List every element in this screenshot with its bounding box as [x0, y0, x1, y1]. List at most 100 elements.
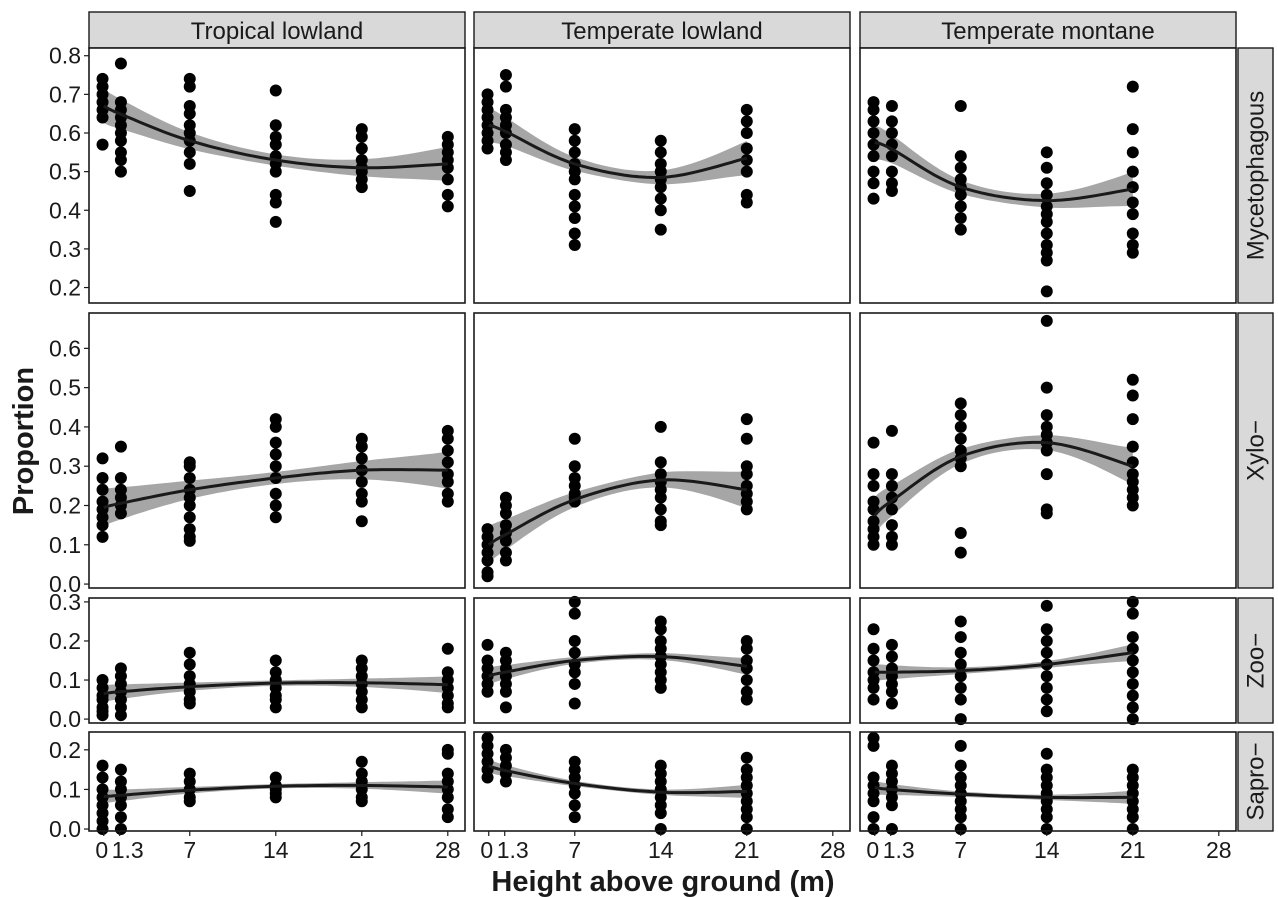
- data-point: [481, 685, 494, 698]
- data-point: [1040, 599, 1053, 612]
- y-tick-label: 0.2: [49, 275, 81, 301]
- data-point: [568, 227, 581, 240]
- data-point: [481, 771, 494, 784]
- panel-zoo-temperate-montane: [859, 595, 1237, 726]
- strip-box: [859, 11, 1237, 49]
- data-point: [654, 181, 667, 194]
- confidence-ribbon: [488, 471, 747, 564]
- data-point: [1126, 373, 1139, 386]
- data-point: [654, 623, 667, 636]
- x-tick-label: 0: [480, 837, 493, 863]
- data-point: [1040, 161, 1053, 174]
- x-axis-tropical-lowland: 0 1.3 7 14 21 28: [95, 831, 461, 863]
- data-point: [1126, 181, 1139, 194]
- point-group: [867, 80, 1139, 298]
- data-point: [441, 188, 454, 201]
- data-point: [1126, 823, 1139, 836]
- data-point: [355, 181, 368, 194]
- data-point: [183, 646, 196, 659]
- data-point: [481, 554, 494, 567]
- data-point: [885, 468, 898, 481]
- data-point: [355, 755, 368, 768]
- data-point: [568, 173, 581, 186]
- data-point: [1126, 607, 1139, 620]
- data-point: [568, 134, 581, 147]
- data-point: [954, 397, 967, 410]
- data-point: [1040, 188, 1053, 201]
- data-point: [885, 823, 898, 836]
- facet-panels: [88, 47, 1237, 836]
- point-group: [867, 731, 1139, 836]
- y-tick-label: 0.5: [49, 159, 81, 185]
- data-point: [441, 200, 454, 213]
- data-point: [114, 763, 127, 776]
- data-point: [568, 677, 581, 690]
- data-point: [1040, 409, 1053, 422]
- data-point: [867, 642, 880, 655]
- data-point: [654, 519, 667, 532]
- panel-border: [859, 312, 1237, 589]
- data-point: [1126, 146, 1139, 159]
- data-point: [654, 192, 667, 205]
- data-point: [954, 681, 967, 694]
- data-point: [885, 491, 898, 504]
- data-point: [954, 658, 967, 671]
- data-point: [355, 142, 368, 155]
- y-tick-label: 0.2: [49, 628, 81, 654]
- y-tick-label: 0.2: [49, 737, 81, 763]
- point-group: [867, 595, 1139, 726]
- data-point: [1040, 146, 1053, 159]
- data-point: [269, 436, 282, 449]
- x-tick-label: 28: [435, 837, 461, 863]
- data-point: [568, 634, 581, 647]
- confidence-ribbon: [874, 125, 1133, 208]
- x-tick-label: 7: [954, 837, 967, 863]
- data-point: [885, 127, 898, 139]
- y-axes: 0.20.30.40.50.60.70.80.00.10.20.30.40.50…: [49, 43, 89, 842]
- data-point: [1126, 227, 1139, 240]
- data-point: [183, 184, 196, 197]
- data-point: [885, 150, 898, 163]
- panel-border: [473, 312, 851, 589]
- data-point: [1040, 634, 1053, 647]
- data-point: [867, 165, 880, 178]
- data-point: [183, 534, 196, 547]
- row-strip-box: [1237, 597, 1274, 724]
- data-point: [740, 196, 753, 209]
- data-point: [1126, 654, 1139, 667]
- data-point: [867, 177, 880, 190]
- data-point: [740, 662, 753, 675]
- y-tick-label: 0.2: [49, 493, 81, 519]
- data-point: [867, 138, 880, 151]
- x-tick-label: 14: [1034, 837, 1060, 863]
- data-point: [740, 432, 753, 445]
- data-point: [954, 200, 967, 213]
- data-point: [954, 223, 967, 236]
- data-point: [740, 154, 753, 167]
- data-point: [269, 511, 282, 524]
- y-tick-label: 0.0: [49, 816, 81, 842]
- x-tick-label: 7: [183, 837, 196, 863]
- row-strip-sapro: Sapro−: [1237, 731, 1274, 832]
- panel-xylo-temperate-lowland: [473, 312, 851, 589]
- y-tick-label: 0.4: [49, 197, 81, 223]
- data-point: [441, 791, 454, 804]
- strip-label: Tropical lowland: [191, 18, 364, 45]
- data-point: [1040, 811, 1053, 824]
- data-point: [568, 146, 581, 159]
- point-group: [867, 314, 1139, 559]
- x-tick-label: 0: [95, 837, 108, 863]
- data-point: [885, 165, 898, 178]
- data-point: [269, 215, 282, 228]
- data-point: [355, 795, 368, 808]
- data-point: [654, 503, 667, 516]
- data-point: [568, 460, 581, 473]
- data-point: [499, 69, 512, 82]
- data-point: [867, 795, 880, 808]
- panel-mycetophagous-temperate-montane: [859, 47, 1237, 304]
- data-point: [885, 99, 898, 112]
- data-point: [269, 654, 282, 667]
- y-tick-label: 0.6: [49, 335, 81, 361]
- data-point: [114, 709, 127, 722]
- data-point: [1040, 681, 1053, 694]
